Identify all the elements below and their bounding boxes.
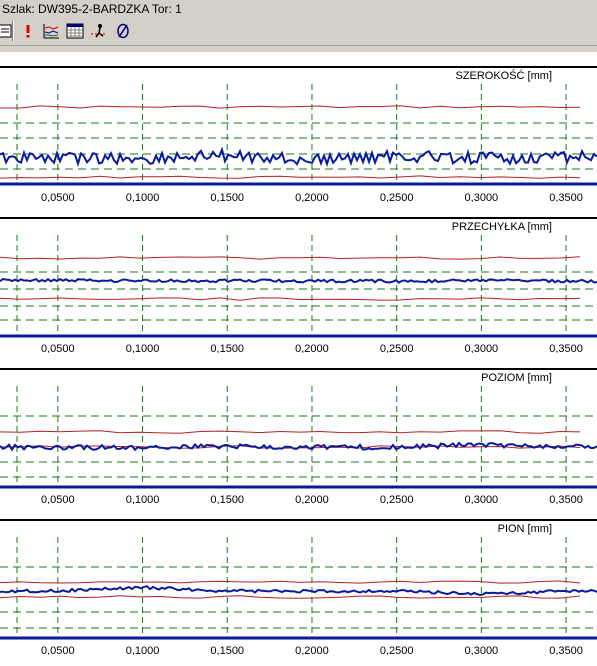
limit-line — [0, 256, 581, 260]
x-tick-label: 0,3000 — [465, 645, 499, 655]
panel-top-border — [0, 66, 597, 68]
report-button[interactable] — [0, 20, 16, 42]
panel-top-border — [0, 217, 597, 219]
x-tick-label: 0,2500 — [380, 343, 414, 353]
chart-panel-poziom: POZIOM [mm] 0,0500 0,1000 0,1500 0,2000 0,25… — [0, 354, 597, 504]
x-tick-label: 0,3500 — [549, 494, 583, 504]
x-tick-label: 0,2000 — [295, 343, 329, 353]
chart-title: SZEROKOŚĆ [mm] — [455, 70, 552, 82]
chart-panel-pion: PION [mm] 0,0500 0,1000 0,1500 0,2000 0,2500… — [0, 505, 597, 655]
chart-szerokosc: 0,0500 0,1000 0,1500 0,2000 0,2500 0,3000 0,35… — [0, 84, 597, 202]
limit-line — [0, 445, 581, 449]
x-tick-label: 0,1500 — [210, 192, 244, 202]
x-tick-label: 0,2500 — [380, 645, 414, 655]
limit-line — [0, 430, 581, 434]
x-tick-label: 0,3000 — [465, 343, 499, 353]
x-tick-label: 0,0500 — [41, 645, 75, 655]
limit-line — [0, 297, 581, 301]
limit-line — [0, 105, 581, 109]
null-circle-icon — [117, 23, 129, 39]
table-button[interactable] — [64, 20, 86, 42]
person-track-icon — [91, 24, 107, 38]
report-icon — [0, 24, 12, 38]
x-tick-label: 0,1000 — [126, 645, 160, 655]
x-tick-label: 0,1500 — [210, 645, 244, 655]
chart-icon — [43, 24, 59, 39]
x-tick-label: 0,3500 — [549, 645, 583, 655]
x-tick-label: 0,2500 — [380, 494, 414, 504]
chart-title: PION [mm] — [497, 523, 552, 535]
chart-przechylka: 0,0500 0,1000 0,1500 0,2000 0,2500 0,3000 0,35… — [0, 235, 597, 353]
data-series-line — [0, 585, 597, 597]
limit-line — [0, 580, 581, 584]
window-title-bar: Szlak: DW395-2-BARDZKA Tor: 1 — [0, 0, 597, 18]
chart-panel-szerokosc: SZEROKOŚĆ [mm] 0,0500 0,1000 0,1500 0,2000 0… — [0, 52, 597, 202]
x-tick-label: 0,0500 — [41, 192, 75, 202]
panel-top-border — [0, 368, 597, 370]
x-tick-label: 0,2000 — [295, 192, 329, 202]
grid-table-icon — [66, 23, 84, 39]
zero-button[interactable] — [112, 20, 134, 42]
x-tick-label: 0,1000 — [126, 343, 160, 353]
charts-area: SZEROKOŚĆ [mm] 0,0500 0,1000 0,1500 0,2000 0… — [0, 52, 597, 666]
x-tick-label: 0,1500 — [210, 494, 244, 504]
x-tick-label: 0,2500 — [380, 192, 414, 202]
toolbar — [0, 18, 597, 46]
alert-button[interactable] — [17, 20, 39, 42]
window-title: Szlak: DW395-2-BARDZKA Tor: 1 — [2, 2, 182, 16]
x-tick-label: 0,3000 — [465, 494, 499, 504]
x-tick-label: 0,3500 — [549, 343, 583, 353]
chart-title: POZIOM [mm] — [481, 372, 552, 384]
toolbar-separator — [12, 21, 14, 41]
panel-top-border — [0, 519, 597, 521]
data-series-line — [0, 146, 597, 168]
chart-panel-przechylka: PRZECHYŁKA [mm] 0,0500 0,1000 0,1500 0,2000… — [0, 203, 597, 353]
x-tick-label: 0,2000 — [295, 494, 329, 504]
chart-title: PRZECHYŁKA [mm] — [451, 221, 552, 233]
track-button[interactable] — [88, 20, 110, 42]
data-series-line — [0, 441, 597, 452]
x-tick-label: 0,3500 — [549, 192, 583, 202]
limit-line — [0, 595, 581, 599]
x-tick-label: 0,3000 — [465, 192, 499, 202]
x-tick-label: 0,2000 — [295, 645, 329, 655]
data-series-line — [0, 277, 597, 284]
limit-line — [0, 175, 581, 179]
chart-pion: 0,0500 0,1000 0,1500 0,2000 0,2500 0,3000 0,35… — [0, 537, 597, 655]
exclamation-icon — [26, 25, 30, 38]
x-tick-label: 0,0500 — [41, 494, 75, 504]
x-tick-label: 0,0500 — [41, 343, 75, 353]
x-tick-label: 0,1000 — [126, 192, 160, 202]
chart-button[interactable] — [40, 20, 62, 42]
x-tick-label: 0,1000 — [126, 494, 160, 504]
x-tick-label: 0,1500 — [210, 343, 244, 353]
chart-poziom: 0,0500 0,1000 0,1500 0,2000 0,2500 0,3000 0,35… — [0, 386, 597, 504]
